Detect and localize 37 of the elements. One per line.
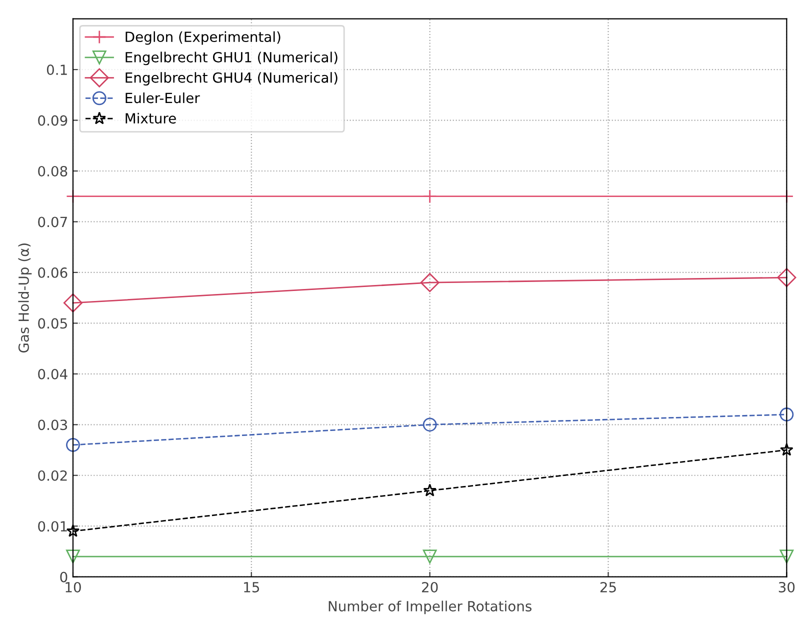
point (422, 550, 437, 564)
y-tick-label: 0.09 (38, 115, 68, 126)
point (63, 293, 83, 312)
point (780, 443, 794, 456)
y-tick-label: 0.1 (46, 64, 67, 76)
y-tick-label: 0.01 (38, 521, 67, 532)
y-tick-label: 0.06 (38, 267, 68, 278)
x-tick-label: 20 (422, 582, 438, 592)
x-tick-label: 10 (66, 582, 81, 592)
point (420, 273, 440, 292)
legend-label: Deglon (Experimental) (126, 31, 280, 45)
y-tick-label: 0.08 (38, 166, 68, 176)
y-tick-label: 0.05 (38, 318, 67, 329)
point (422, 189, 437, 204)
point (777, 268, 796, 288)
point (66, 550, 80, 564)
y-tick-label: 0.07 (38, 216, 67, 228)
x-axis-title: Number of Impeller Rotations (328, 600, 532, 614)
legend-label: Euler-Euler (126, 92, 200, 104)
y-tick-label: 0 (60, 572, 68, 582)
point (66, 438, 80, 452)
point (780, 408, 794, 422)
point (423, 484, 436, 496)
point (780, 550, 794, 564)
legend-label: Mixture (126, 112, 176, 124)
y-tick-label: 0.04 (38, 368, 68, 380)
y-axis-title: Gas Hold-Up (α) (18, 244, 32, 353)
y-tick-label: 0.02 (38, 470, 67, 481)
legend-label: Engelbrecht GHU1 (Numerical) (126, 52, 338, 66)
x-tick-label: 15 (244, 582, 260, 592)
x-tick-label: 25 (600, 582, 616, 592)
point (780, 189, 794, 204)
x-tick-label: 30 (778, 582, 795, 592)
y-tick-label: 0.03 (38, 420, 68, 430)
legend-label: Engelbrecht GHU4 (Numerical) (126, 72, 338, 86)
point (422, 418, 437, 432)
point (66, 524, 80, 537)
